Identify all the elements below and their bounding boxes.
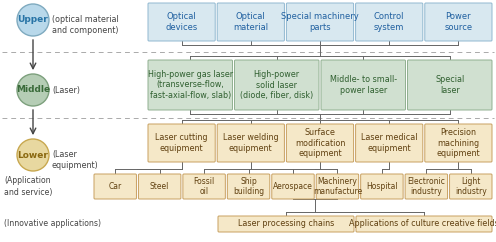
Text: Optical
material: Optical material — [233, 12, 268, 32]
Text: Upper: Upper — [18, 15, 49, 24]
FancyBboxPatch shape — [356, 216, 492, 232]
Text: Electronic
industry: Electronic industry — [407, 177, 445, 196]
Text: Control
system: Control system — [374, 12, 404, 32]
Text: High-power
solid laser
(diode, fiber, disk): High-power solid laser (diode, fiber, di… — [240, 70, 313, 100]
FancyBboxPatch shape — [405, 174, 447, 199]
Text: Light
industry: Light industry — [455, 177, 487, 196]
FancyBboxPatch shape — [235, 60, 319, 110]
Text: Car: Car — [109, 182, 122, 191]
Text: Middle- to small-
power laser: Middle- to small- power laser — [330, 75, 397, 95]
FancyBboxPatch shape — [148, 3, 215, 41]
Text: Optical
devices: Optical devices — [166, 12, 198, 32]
FancyBboxPatch shape — [227, 174, 270, 199]
FancyBboxPatch shape — [148, 60, 233, 110]
Text: (optical material
and component): (optical material and component) — [52, 15, 119, 35]
Text: Steel: Steel — [150, 182, 169, 191]
FancyBboxPatch shape — [316, 174, 359, 199]
FancyBboxPatch shape — [217, 3, 284, 41]
Text: Laser processing chains: Laser processing chains — [238, 219, 334, 228]
Text: Special
laser: Special laser — [435, 75, 464, 95]
Text: (Laser): (Laser) — [52, 85, 80, 94]
Text: Special machinery
parts: Special machinery parts — [281, 12, 359, 32]
FancyBboxPatch shape — [138, 174, 181, 199]
Text: Laser cutting
equipment: Laser cutting equipment — [155, 133, 208, 153]
Text: (Application
and service): (Application and service) — [4, 176, 53, 197]
FancyBboxPatch shape — [361, 174, 403, 199]
FancyBboxPatch shape — [217, 124, 284, 162]
FancyBboxPatch shape — [148, 124, 215, 162]
Text: Surface
modification
equipment: Surface modification equipment — [295, 128, 345, 158]
FancyBboxPatch shape — [286, 124, 354, 162]
FancyBboxPatch shape — [321, 60, 406, 110]
Text: Laser medical
equipment: Laser medical equipment — [361, 133, 418, 153]
FancyBboxPatch shape — [94, 174, 136, 199]
Text: Precision
machining
equipment: Precision machining equipment — [436, 128, 480, 158]
FancyBboxPatch shape — [356, 124, 423, 162]
Text: Machinery
manufacture: Machinery manufacture — [313, 177, 362, 196]
Text: (Innovative applications): (Innovative applications) — [4, 219, 101, 228]
Text: Lower: Lower — [17, 151, 49, 159]
FancyBboxPatch shape — [356, 3, 423, 41]
FancyBboxPatch shape — [272, 174, 314, 199]
FancyBboxPatch shape — [286, 3, 354, 41]
Circle shape — [17, 4, 49, 36]
FancyBboxPatch shape — [425, 124, 492, 162]
FancyBboxPatch shape — [408, 60, 492, 110]
FancyBboxPatch shape — [449, 174, 492, 199]
Circle shape — [17, 74, 49, 106]
Text: (Laser
equipment): (Laser equipment) — [52, 150, 99, 170]
Text: Hospital: Hospital — [366, 182, 398, 191]
Text: Applications of culture creative fields: Applications of culture creative fields — [349, 219, 496, 228]
Circle shape — [17, 139, 49, 171]
Text: Power
source: Power source — [444, 12, 473, 32]
FancyBboxPatch shape — [218, 216, 354, 232]
Text: Laser welding
equipment: Laser welding equipment — [223, 133, 279, 153]
FancyBboxPatch shape — [425, 3, 492, 41]
Text: Fossil
oil: Fossil oil — [193, 177, 215, 196]
Text: High-power gas laser
(transverse-flow,
fast-axial-flow, slab): High-power gas laser (transverse-flow, f… — [148, 70, 233, 100]
Text: Aerospace: Aerospace — [273, 182, 313, 191]
Text: Ship
building: Ship building — [233, 177, 264, 196]
Text: Middle: Middle — [16, 85, 50, 94]
FancyBboxPatch shape — [183, 174, 225, 199]
